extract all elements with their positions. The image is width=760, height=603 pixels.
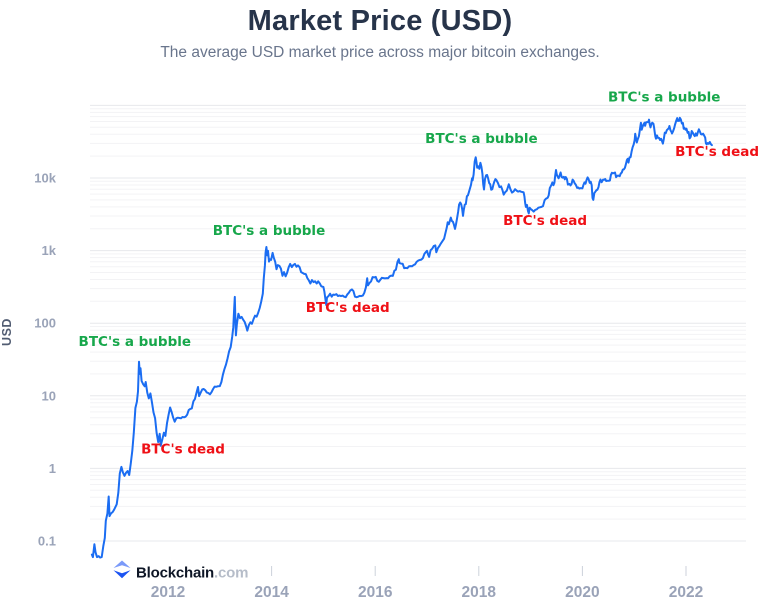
y-tick-label: 100 [34,316,56,331]
y-tick-label: 1k [42,243,57,258]
annotation-dead: BTC's dead [306,300,390,316]
y-tick-label: 1 [49,461,56,476]
logo-brand: Blockchain [136,565,214,582]
annotation-dead: BTC's dead [141,442,225,458]
annotation-bubble: BTC's a bubble [79,334,191,350]
sentiment-annotations: BTC's a bubble BTC's dead BTC's a bubble BT… [79,90,759,458]
x-tick-label: 2014 [254,584,289,601]
annotation-dead: BTC's dead [503,213,587,229]
annotation-dead: BTC's dead [675,144,759,160]
y-axis-title: USD [0,318,14,346]
logo-suffix: .com [214,565,248,582]
blockchain-logo-icon [113,560,131,579]
annotation-bubble: BTC's a bubble [213,223,325,239]
blockchain-logo[interactable]: Blockchain.com [113,560,249,582]
x-tick-label: 2018 [462,584,497,601]
x-tick-label: 2012 [151,584,185,601]
x-tick-label: 2020 [565,584,599,601]
page-title: Market Price (USD) [247,5,513,37]
y-axis-tick-labels: 10k 1k 100 10 1 0.1 [34,171,56,549]
x-axis-tick-labels: 2012 2014 2016 2018 2020 2022 [151,566,703,601]
gridlines [90,104,746,542]
annotation-bubble: BTC's a bubble [608,90,720,106]
x-tick-label: 2022 [669,584,703,601]
annotation-bubble: BTC's a bubble [425,131,537,147]
y-tick-label: 10k [34,171,56,186]
chart-subtitle: The average USD market price across majo… [160,44,600,61]
logo-wordmark: Blockchain.com [136,565,248,582]
logo-top-facet [113,560,131,568]
x-tick-label: 2016 [358,584,393,601]
logo-bottom-facet [113,570,131,579]
y-tick-label: 10 [42,388,56,403]
price-line[interactable] [90,116,713,559]
y-tick-label: 0.1 [38,534,56,549]
